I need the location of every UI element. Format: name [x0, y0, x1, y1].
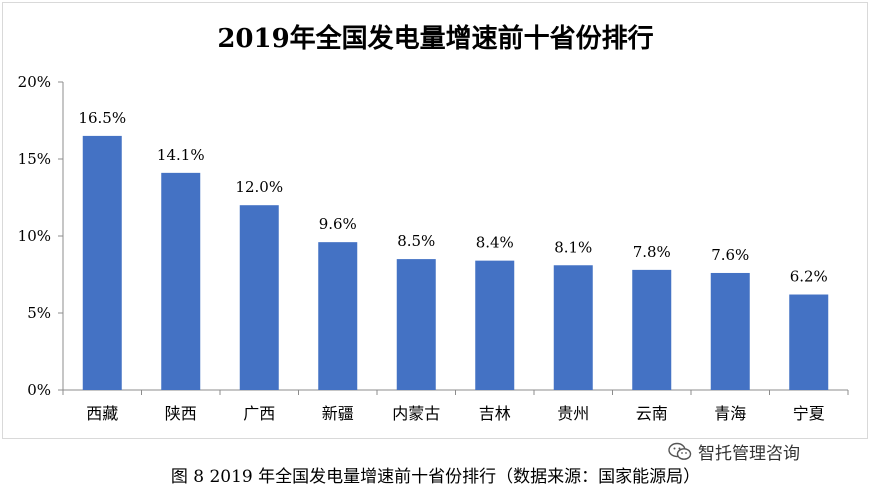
bar — [239, 205, 279, 390]
data-label: 7.6% — [711, 246, 749, 264]
y-tick-label: 0% — [27, 381, 51, 399]
bar — [475, 260, 515, 390]
bar — [632, 269, 672, 390]
bar — [789, 294, 829, 390]
y-tick-label: 20% — [18, 73, 51, 91]
wechat-icon — [668, 442, 692, 460]
category-label: 宁夏 — [793, 404, 825, 423]
data-label: 12.0% — [235, 178, 283, 196]
data-label: 9.6% — [319, 215, 357, 233]
data-label: 8.1% — [554, 238, 592, 256]
bar — [161, 172, 201, 390]
chart-bars — [82, 135, 829, 390]
category-label: 西藏 — [86, 404, 118, 423]
data-label: 6.2% — [790, 268, 828, 286]
category-label: 青海 — [714, 404, 746, 423]
category-label: 云南 — [636, 404, 668, 423]
y-tick-label: 15% — [18, 150, 51, 168]
data-label: 7.8% — [633, 243, 671, 261]
category-label: 广西 — [243, 404, 275, 423]
bar — [553, 265, 593, 390]
watermark-text: 智托管理咨询 — [698, 444, 800, 464]
chart-title: 2019年全国发电量增速前十省份排行 — [217, 24, 654, 54]
watermark: 智托管理咨询 — [668, 439, 800, 464]
bar — [82, 135, 122, 390]
data-label: 16.5% — [78, 109, 126, 127]
y-tick-label: 5% — [27, 304, 51, 322]
category-label: 陕西 — [165, 404, 197, 423]
bar — [318, 242, 358, 390]
bar-chart: 0% 5% 10% 15% 20% 16.5% 西藏 14.1% 陕西 12.0% 广西 9.6% 新… — [18, 73, 849, 423]
data-label: 14.1% — [157, 146, 205, 164]
y-tick-label: 10% — [18, 227, 51, 245]
bar — [710, 272, 750, 390]
category-label: 新疆 — [322, 404, 354, 423]
chart-labels: 16.5% 西藏 14.1% 陕西 12.0% 广西 9.6% 新疆 8.5% 内蒙古 8.4% 吉林… — [78, 109, 827, 423]
category-label: 内蒙古 — [392, 404, 440, 423]
bar — [396, 259, 436, 390]
data-label: 8.5% — [397, 232, 435, 250]
category-label: 吉林 — [479, 404, 511, 423]
category-label: 贵州 — [557, 404, 589, 423]
data-label: 8.4% — [476, 234, 514, 252]
figure-caption: 图 8 2019 年全国发电量增速前十省份排行（数据来源：国家能源局） — [170, 467, 701, 487]
